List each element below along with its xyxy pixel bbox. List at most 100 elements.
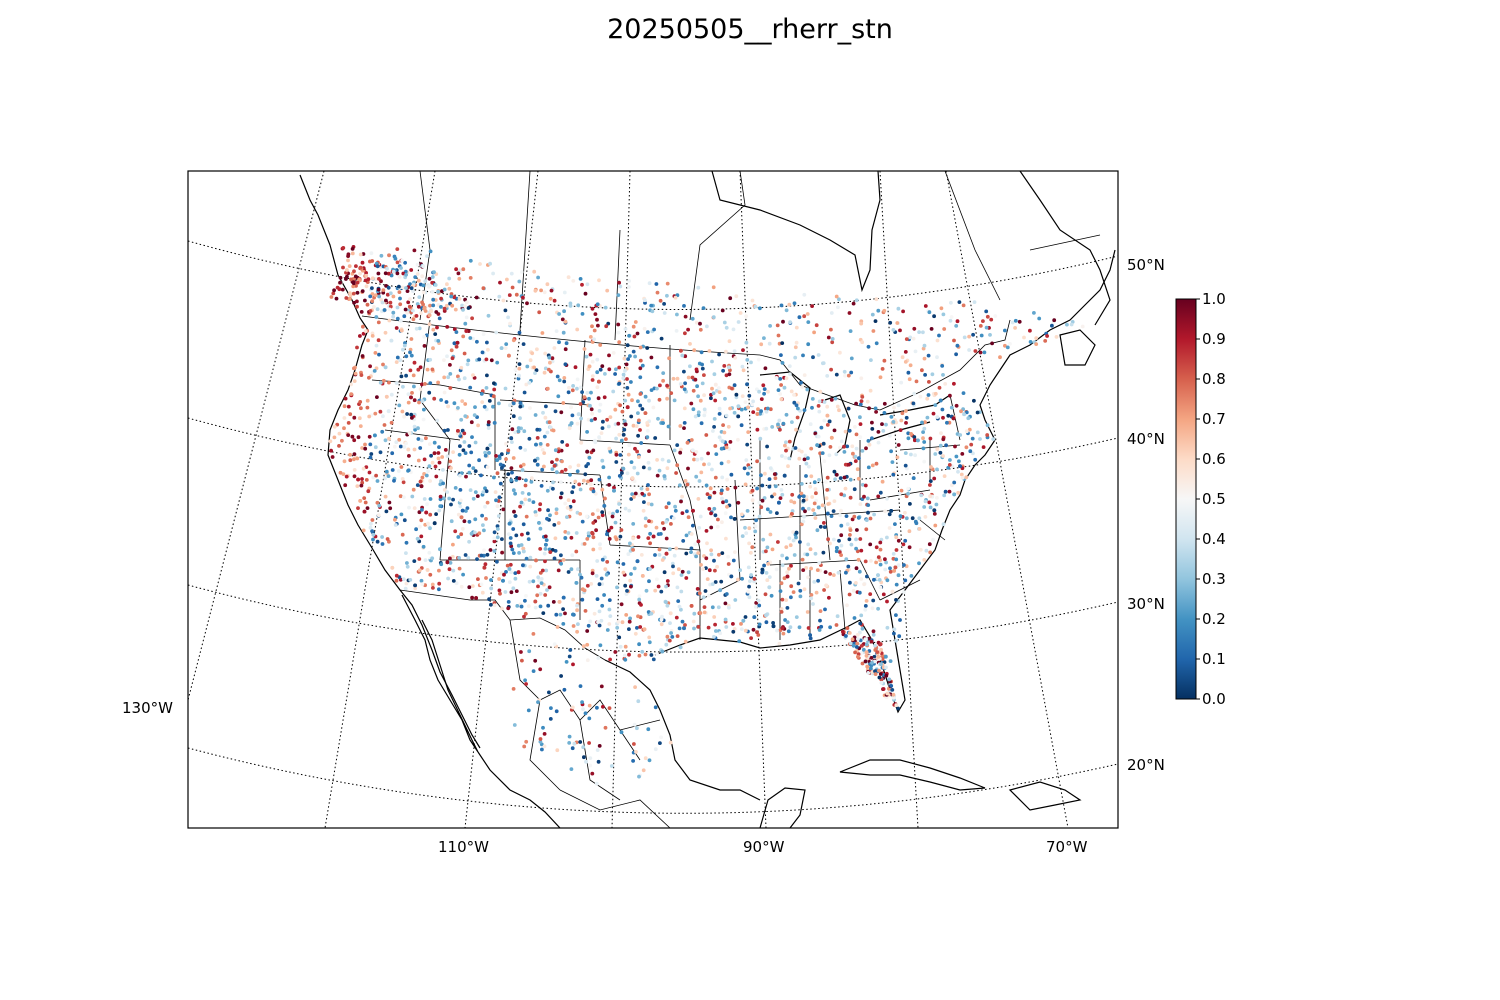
station-point bbox=[615, 625, 620, 630]
station-point bbox=[345, 268, 349, 272]
station-point bbox=[553, 409, 558, 414]
station-point bbox=[922, 356, 927, 361]
station-point bbox=[491, 404, 495, 409]
station-point bbox=[590, 359, 595, 364]
station-point bbox=[932, 512, 937, 516]
station-point bbox=[707, 462, 711, 466]
station-point bbox=[485, 465, 490, 469]
station-point bbox=[881, 429, 886, 433]
station-point bbox=[771, 621, 775, 625]
station-point bbox=[531, 500, 536, 504]
station-point bbox=[686, 375, 691, 380]
station-point bbox=[636, 433, 640, 438]
station-point bbox=[952, 492, 957, 497]
station-point bbox=[928, 550, 933, 555]
station-point bbox=[461, 308, 465, 312]
station-point bbox=[592, 337, 596, 342]
station-point bbox=[580, 390, 584, 394]
station-point bbox=[874, 410, 878, 414]
station-point bbox=[492, 421, 497, 425]
station-point bbox=[470, 316, 474, 321]
station-point bbox=[714, 629, 718, 633]
station-point bbox=[464, 329, 469, 333]
station-point bbox=[451, 497, 455, 502]
station-point bbox=[502, 572, 506, 577]
station-point bbox=[659, 589, 664, 594]
station-point bbox=[467, 585, 472, 590]
station-point bbox=[865, 399, 870, 404]
station-point bbox=[385, 266, 389, 271]
station-point bbox=[360, 446, 364, 450]
lon-label-90w: 90°W bbox=[743, 838, 785, 856]
station-point bbox=[406, 392, 411, 396]
station-point bbox=[682, 426, 686, 430]
station-point bbox=[674, 615, 679, 620]
station-point bbox=[754, 601, 759, 605]
station-point bbox=[925, 415, 930, 420]
station-point bbox=[452, 295, 457, 300]
station-point bbox=[517, 330, 522, 335]
station-point bbox=[404, 581, 409, 586]
station-point bbox=[939, 431, 943, 435]
station-point bbox=[570, 553, 575, 558]
station-point bbox=[780, 341, 785, 345]
station-point bbox=[940, 407, 945, 412]
station-point bbox=[884, 422, 888, 427]
station-point bbox=[539, 484, 544, 488]
station-point bbox=[550, 467, 555, 471]
station-point bbox=[724, 413, 729, 418]
meridian-100w bbox=[611, 171, 631, 828]
station-point bbox=[486, 313, 491, 318]
station-point bbox=[858, 402, 863, 407]
station-point bbox=[492, 530, 497, 535]
station-point bbox=[393, 517, 397, 522]
station-point bbox=[559, 674, 563, 678]
station-point bbox=[622, 356, 627, 361]
station-point bbox=[546, 508, 550, 513]
station-point bbox=[818, 389, 823, 394]
station-point bbox=[699, 563, 703, 567]
station-point bbox=[682, 406, 687, 411]
station-point bbox=[607, 537, 612, 541]
station-point bbox=[458, 473, 462, 478]
station-point bbox=[712, 634, 716, 639]
station-point bbox=[535, 436, 540, 440]
station-point bbox=[633, 631, 638, 636]
station-point bbox=[937, 333, 941, 338]
station-point bbox=[558, 612, 563, 617]
station-point bbox=[750, 498, 755, 503]
station-point bbox=[543, 351, 548, 356]
station-point bbox=[785, 574, 790, 579]
station-point bbox=[456, 406, 460, 410]
station-point bbox=[547, 355, 552, 360]
station-point bbox=[414, 314, 419, 318]
station-point bbox=[548, 550, 553, 554]
station-point bbox=[880, 367, 885, 371]
station-point bbox=[789, 389, 794, 394]
station-point bbox=[598, 402, 603, 407]
station-point bbox=[921, 436, 925, 441]
station-point bbox=[724, 445, 729, 450]
station-point bbox=[870, 312, 875, 317]
station-point bbox=[619, 438, 624, 443]
station-point bbox=[451, 450, 455, 454]
station-point bbox=[698, 327, 703, 332]
station-point bbox=[615, 560, 620, 565]
station-point bbox=[925, 396, 930, 401]
station-point bbox=[607, 607, 612, 612]
station-point bbox=[770, 425, 775, 429]
station-point bbox=[892, 405, 896, 410]
station-point bbox=[400, 258, 404, 263]
station-point bbox=[608, 614, 613, 618]
station-point bbox=[952, 381, 956, 386]
station-point bbox=[391, 269, 396, 274]
station-point bbox=[751, 627, 756, 632]
station-point bbox=[432, 521, 437, 526]
station-point bbox=[513, 367, 518, 372]
station-point bbox=[1008, 341, 1012, 346]
station-point bbox=[346, 258, 350, 263]
station-point bbox=[360, 260, 365, 265]
station-point bbox=[428, 572, 433, 577]
station-point bbox=[430, 460, 435, 465]
station-point bbox=[537, 507, 542, 512]
